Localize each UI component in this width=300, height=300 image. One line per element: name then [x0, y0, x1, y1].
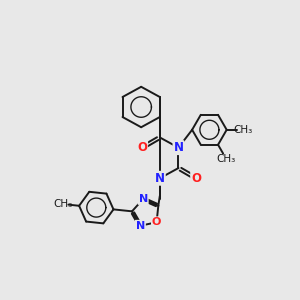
Text: CH₃: CH₃ [217, 154, 236, 164]
Text: O: O [137, 141, 147, 154]
Text: CH₃: CH₃ [233, 125, 253, 135]
Text: N: N [155, 172, 165, 185]
Text: O: O [152, 217, 161, 227]
Text: N: N [136, 221, 145, 231]
Text: N: N [139, 194, 148, 204]
Text: N: N [173, 141, 184, 154]
Text: O: O [191, 172, 201, 185]
Text: CH₃: CH₃ [53, 199, 73, 209]
